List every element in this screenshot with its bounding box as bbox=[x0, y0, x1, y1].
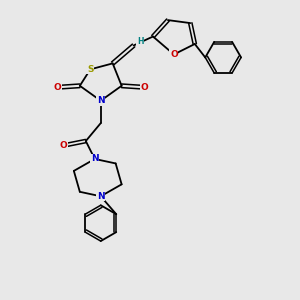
Text: O: O bbox=[54, 83, 61, 92]
Text: H: H bbox=[137, 38, 143, 46]
Text: N: N bbox=[97, 192, 104, 201]
Text: N: N bbox=[91, 154, 99, 164]
Text: S: S bbox=[87, 65, 94, 74]
Text: O: O bbox=[140, 83, 148, 92]
Text: O: O bbox=[170, 50, 178, 59]
Text: N: N bbox=[97, 96, 104, 105]
Text: O: O bbox=[59, 141, 67, 150]
